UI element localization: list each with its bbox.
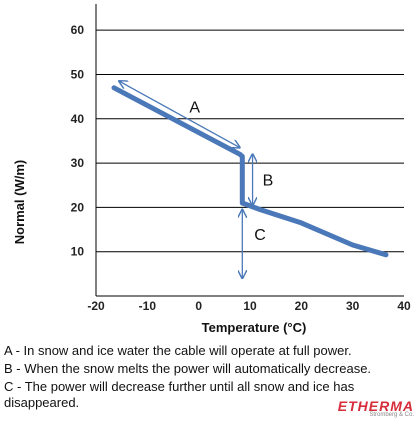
series-line-0 xyxy=(111,85,389,258)
annotations: A B C xyxy=(119,81,273,278)
y-tick-10: 10 xyxy=(71,245,85,259)
axes xyxy=(95,4,404,297)
x-tick-10: 10 xyxy=(243,299,257,313)
x-tick-40: 40 xyxy=(397,299,411,313)
x-axis-label: Temperature (°C) xyxy=(202,320,307,335)
y-tick-20: 20 xyxy=(71,200,85,214)
y-tick-labels: 10 20 30 40 50 60 xyxy=(71,23,85,259)
x-tick--20: -20 xyxy=(87,299,105,313)
y-tick-40: 40 xyxy=(71,112,85,126)
note-c: C - The power will decrease further unti… xyxy=(4,379,355,410)
y-axis-label: Normal (W/m) xyxy=(12,160,27,245)
chart: 10 20 30 40 50 60 -20 -10 0 10 20 30 40 A B C Normal … xyxy=(12,4,411,335)
etherma-logo: ETHERMA Stromberg & Co. xyxy=(338,398,414,418)
x-tick--10: -10 xyxy=(139,299,157,313)
x-tick-0: 0 xyxy=(195,299,202,313)
logo-subtext: Stromberg & Co. xyxy=(369,412,414,418)
annotation-c: C xyxy=(254,227,266,244)
arrow-a xyxy=(119,81,240,147)
logo-text: ETHERMA xyxy=(337,398,414,414)
y-tick-60: 60 xyxy=(71,23,85,37)
x-tick-20: 20 xyxy=(295,299,309,313)
x-tick-labels: -20 -10 0 10 20 30 40 xyxy=(87,299,411,313)
series xyxy=(111,85,389,258)
notes: A - In snow and ice water the cable will… xyxy=(4,343,416,413)
note-a: A - In snow and ice water the cable will… xyxy=(4,343,352,358)
y-tick-50: 50 xyxy=(71,67,85,81)
annotation-a: A xyxy=(189,99,200,116)
grid-lines xyxy=(96,29,404,253)
note-b: B - When the snow melts the power will a… xyxy=(4,361,372,376)
y-tick-30: 30 xyxy=(71,156,85,170)
x-tick-30: 30 xyxy=(346,299,360,313)
annotation-b: B xyxy=(263,173,274,190)
